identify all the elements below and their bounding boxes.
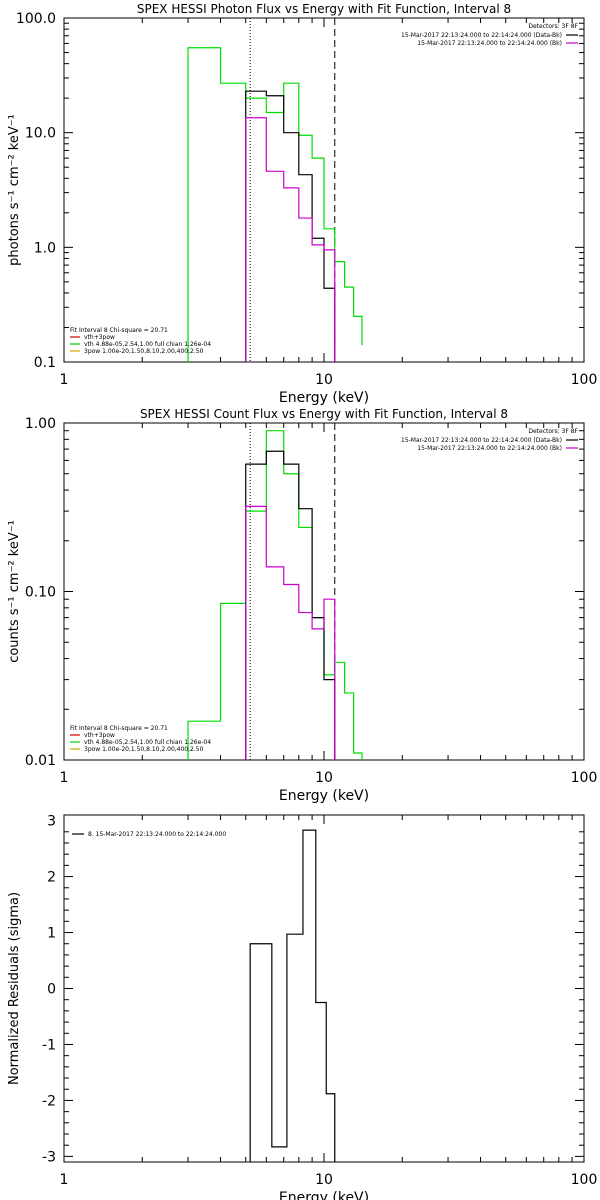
x-tick-label: 100 xyxy=(571,770,598,786)
y-axis-label: counts s⁻¹ cm⁻² keV⁻¹ xyxy=(7,520,22,663)
legend-entry-label: 15-Mar-2017 22:13:24.000 to 22:14:24.000… xyxy=(417,40,562,47)
series-3-histogram xyxy=(245,505,336,760)
y-tick-label: 1.00 xyxy=(25,416,56,432)
y-tick-label: 10.0 xyxy=(25,126,56,142)
x-tick-label: 1 xyxy=(60,1172,69,1188)
legend-header: Fit Interval 8 Chi-square = 20.71 xyxy=(70,725,168,732)
x-axis-label: Energy (keV) xyxy=(279,788,369,804)
series-1-histogram xyxy=(249,829,336,1162)
chart-title: SPEX HESSI Photon Flux vs Energy with Fi… xyxy=(137,2,511,16)
plot-area xyxy=(187,18,363,362)
y-tick-label: 0.1 xyxy=(34,355,56,371)
y-tick-label: 100.0 xyxy=(16,11,56,27)
x-tick-label: 10 xyxy=(315,372,333,388)
legend-entry-label: vth 4.88e-05,2.54,1.00 full chian 1.26e-… xyxy=(84,739,211,746)
legend-entry-label: 15-Mar-2017 22:13:24.000 to 22:14:24.000… xyxy=(401,32,562,39)
y-tick-label: 1 xyxy=(47,926,56,942)
plot-frame xyxy=(63,422,585,761)
legend-header: Detectors: 3F 8F xyxy=(528,23,578,30)
chart-title: SPEX HESSI Count Flux vs Energy with Fit… xyxy=(140,407,508,421)
y-tick-label: -2 xyxy=(42,1093,56,1109)
chart-panel-3: 1 10 100 -3 -2 -1 0 1 2 3 Energy (keV) Normalized R… xyxy=(7,814,597,1200)
legend-entry-label: 15-Mar-2017 22:13:24.000 to 22:14:24.000… xyxy=(417,445,562,452)
x-tick-label: 10 xyxy=(315,1172,333,1188)
legend-entry-label: 3pow 1.00e-20,1.50,8.10,2.00,400,2.50 xyxy=(84,746,204,753)
legend-entry-label: 3pow 1.00e-20,1.50,8.10,2.00,400,2.50 xyxy=(84,348,204,355)
legend-entry-label: 8. 15-Mar-2017 22:13:24.000 to 22:14:24.… xyxy=(88,831,226,838)
legend-entry-label: vth+3pow xyxy=(84,334,115,341)
legend-left: Fit Interval 8 Chi-square = 20.71vth+3po… xyxy=(70,725,211,753)
y-tick-label: 0.01 xyxy=(25,753,56,769)
y-tick-label: 0.10 xyxy=(25,585,56,601)
legend-right: Detectors: 3F 8F 15-Mar-2017 22:13:24.000… xyxy=(401,23,579,47)
chart-panel-1: 1 10 100 0.1 1.0 10.0 100.0 SPEX HESSI Photon F… xyxy=(7,2,597,406)
y-tick-label: 2 xyxy=(47,870,56,886)
x-axis-label: Energy (keV) xyxy=(279,390,369,406)
series-2-histogram xyxy=(245,90,336,362)
x-tick-label: 10 xyxy=(315,770,333,786)
y-tick-label: 0 xyxy=(47,982,56,998)
legend-right: Detectors: 3F 8F 15-Mar-2017 22:13:24.000… xyxy=(401,428,579,452)
series-2-histogram xyxy=(245,450,336,760)
y-axis-label: Normalized Residuals (sigma) xyxy=(7,892,22,1085)
x-tick-label: 100 xyxy=(571,372,598,388)
plot-frame xyxy=(63,814,585,1163)
legend-entry-label: 15-Mar-2017 22:13:24.000 to 22:14:24.000… xyxy=(401,437,562,444)
legend-left: Fit Interval 8 Chi-square = 20.71vth+3po… xyxy=(70,327,211,355)
x-tick-label: 1 xyxy=(60,372,69,388)
y-axis-label: photons s⁻¹ cm⁻² keV⁻¹ xyxy=(7,114,22,266)
series-1-histogram xyxy=(187,47,363,362)
series-1-histogram xyxy=(187,430,363,760)
y-tick-label: -1 xyxy=(42,1037,56,1053)
series-3-histogram xyxy=(245,117,336,362)
legend-header: Detectors: 3F 8F xyxy=(528,428,578,435)
y-tick-label: 3 xyxy=(47,814,56,830)
plot-area xyxy=(187,423,363,760)
y-tick-label: 1.0 xyxy=(34,240,56,256)
y-tick-label: -3 xyxy=(42,1149,56,1165)
x-tick-label: 1 xyxy=(60,770,69,786)
x-tick-label: 100 xyxy=(571,1172,598,1188)
x-axis-label: Energy (keV) xyxy=(279,1190,369,1200)
legend-entry-label: vth 4.88e-05,2.54,1.00 full chian 1.26e-… xyxy=(84,341,211,348)
legend-entry-label: vth+3pow xyxy=(84,732,115,739)
plot-area xyxy=(249,829,336,1162)
chart-panel-2: 1 10 100 0.01 0.10 1.00 SPEX HESSI Count Flux … xyxy=(7,407,597,804)
legend-left: 8. 15-Mar-2017 22:13:24.000 to 22:14:24.… xyxy=(72,831,226,838)
legend-header: Fit Interval 8 Chi-square = 20.71 xyxy=(70,327,168,334)
